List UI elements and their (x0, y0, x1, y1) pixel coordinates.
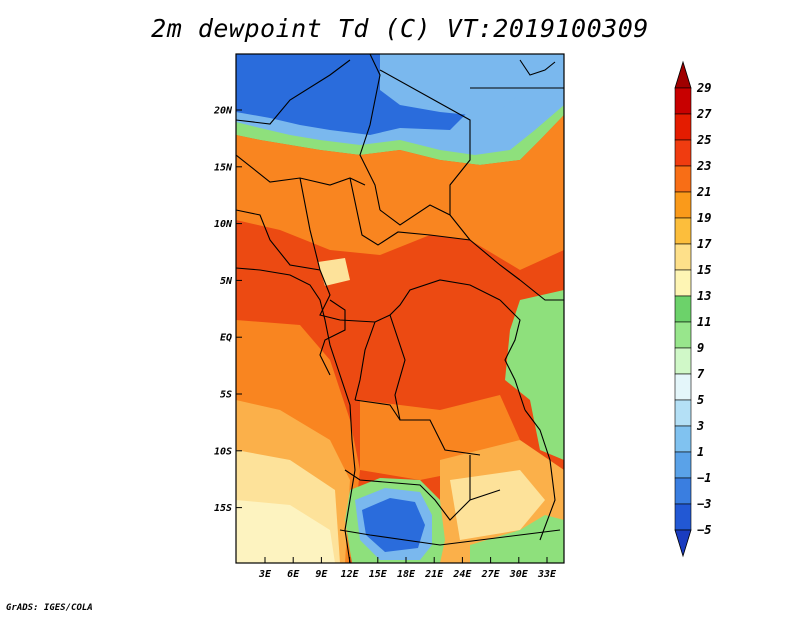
lon-label: 33E (537, 569, 557, 580)
colorbar-segment (674, 243, 692, 271)
field-west-light (318, 258, 350, 286)
colorbar-label: 25 (696, 133, 711, 147)
lat-label: 15S (214, 503, 232, 514)
colorbar-label: 21 (696, 185, 711, 199)
colorbar-segment (674, 217, 692, 245)
colorbar-segment (674, 399, 692, 427)
colorbar-label: 29 (696, 81, 711, 95)
field-east-green (505, 290, 564, 460)
colorbar-label: 19 (697, 211, 711, 225)
lon-label: 15E (369, 569, 388, 580)
lon-label: 24E (452, 569, 472, 580)
colorbar-segment (674, 165, 692, 193)
lat-label: 15N (214, 162, 233, 173)
latitude-axis: 20N 15N 10N 5N EQ 5S 10S 15S (213, 106, 242, 514)
colorbar-label: 7 (697, 367, 705, 381)
colorbar-label: 17 (697, 237, 712, 251)
lat-label: EQ (220, 333, 232, 344)
colorbar-label: −3 (697, 497, 711, 511)
field-sw-pale (236, 500, 335, 563)
colorbar-label: 15 (697, 263, 711, 277)
lon-label: 18E (397, 569, 416, 580)
colorbar-segment (674, 321, 692, 349)
colorbar-segment (674, 451, 692, 479)
colorbar-segment (674, 477, 692, 505)
grads-credit: GrADS: IGES/COLA (6, 603, 93, 613)
colorbar-segment (674, 503, 692, 531)
field-northeast-cool (380, 54, 525, 115)
colorbar-top-arrow (674, 60, 692, 89)
country-borders (236, 54, 564, 546)
colorbar-label: −5 (697, 523, 711, 537)
colorbar: 29 27 25 23 21 19 17 15 13 11 9 7 5 3 1 −1 −3 −5 (674, 60, 712, 558)
colorbar-segment (674, 295, 692, 323)
colorbar-segment (674, 269, 692, 297)
lat-label: 20N (213, 106, 233, 117)
colorbar-segment (674, 87, 692, 115)
colorbar-label: 27 (696, 107, 712, 121)
colorbar-label: 5 (697, 393, 704, 407)
colorbar-segment (674, 139, 692, 167)
longitude-axis: 3E 6E 9E 12E 15E 18E 21E 24E 27E 30E 33E (258, 557, 557, 580)
lat-label: 5S (220, 390, 232, 401)
colorbar-label: −1 (697, 471, 711, 485)
map-frame (235, 53, 565, 564)
colorbar-label: 3 (696, 419, 704, 433)
lon-label: 12E (341, 569, 360, 580)
colorbar-segment (674, 113, 692, 141)
colorbar-label: 23 (696, 159, 711, 173)
colorbar-label: 1 (697, 445, 704, 459)
coastlines (236, 59, 556, 563)
field-se-light (450, 470, 545, 540)
colorbar-segment (674, 373, 692, 401)
colorbar-label: 13 (697, 289, 711, 303)
colorbar-segment (674, 347, 692, 375)
lon-label: 9E (315, 569, 328, 580)
lon-label: 21E (424, 569, 444, 580)
field-sahel-orange (236, 115, 564, 270)
field-se-green (470, 515, 564, 563)
lon-label: 6E (287, 569, 300, 580)
lon-label: 3E (258, 569, 272, 580)
colorbar-label: 11 (697, 315, 711, 329)
lat-label: 10S (214, 446, 232, 457)
map-title: 2m dewpoint Td (C) VT:2019100309 (151, 14, 649, 43)
colorbar-label: 9 (697, 341, 704, 355)
dewpoint-field (236, 54, 564, 563)
colorbar-segment (674, 425, 692, 453)
lat-label: 10N (214, 219, 233, 230)
lon-label: 27E (481, 569, 501, 580)
field-kalahari-cold (362, 498, 425, 552)
lat-label: 5N (220, 276, 233, 287)
colorbar-bottom-arrow (674, 529, 692, 558)
lon-label: 30E (509, 569, 529, 580)
colorbar-segment (674, 191, 692, 219)
